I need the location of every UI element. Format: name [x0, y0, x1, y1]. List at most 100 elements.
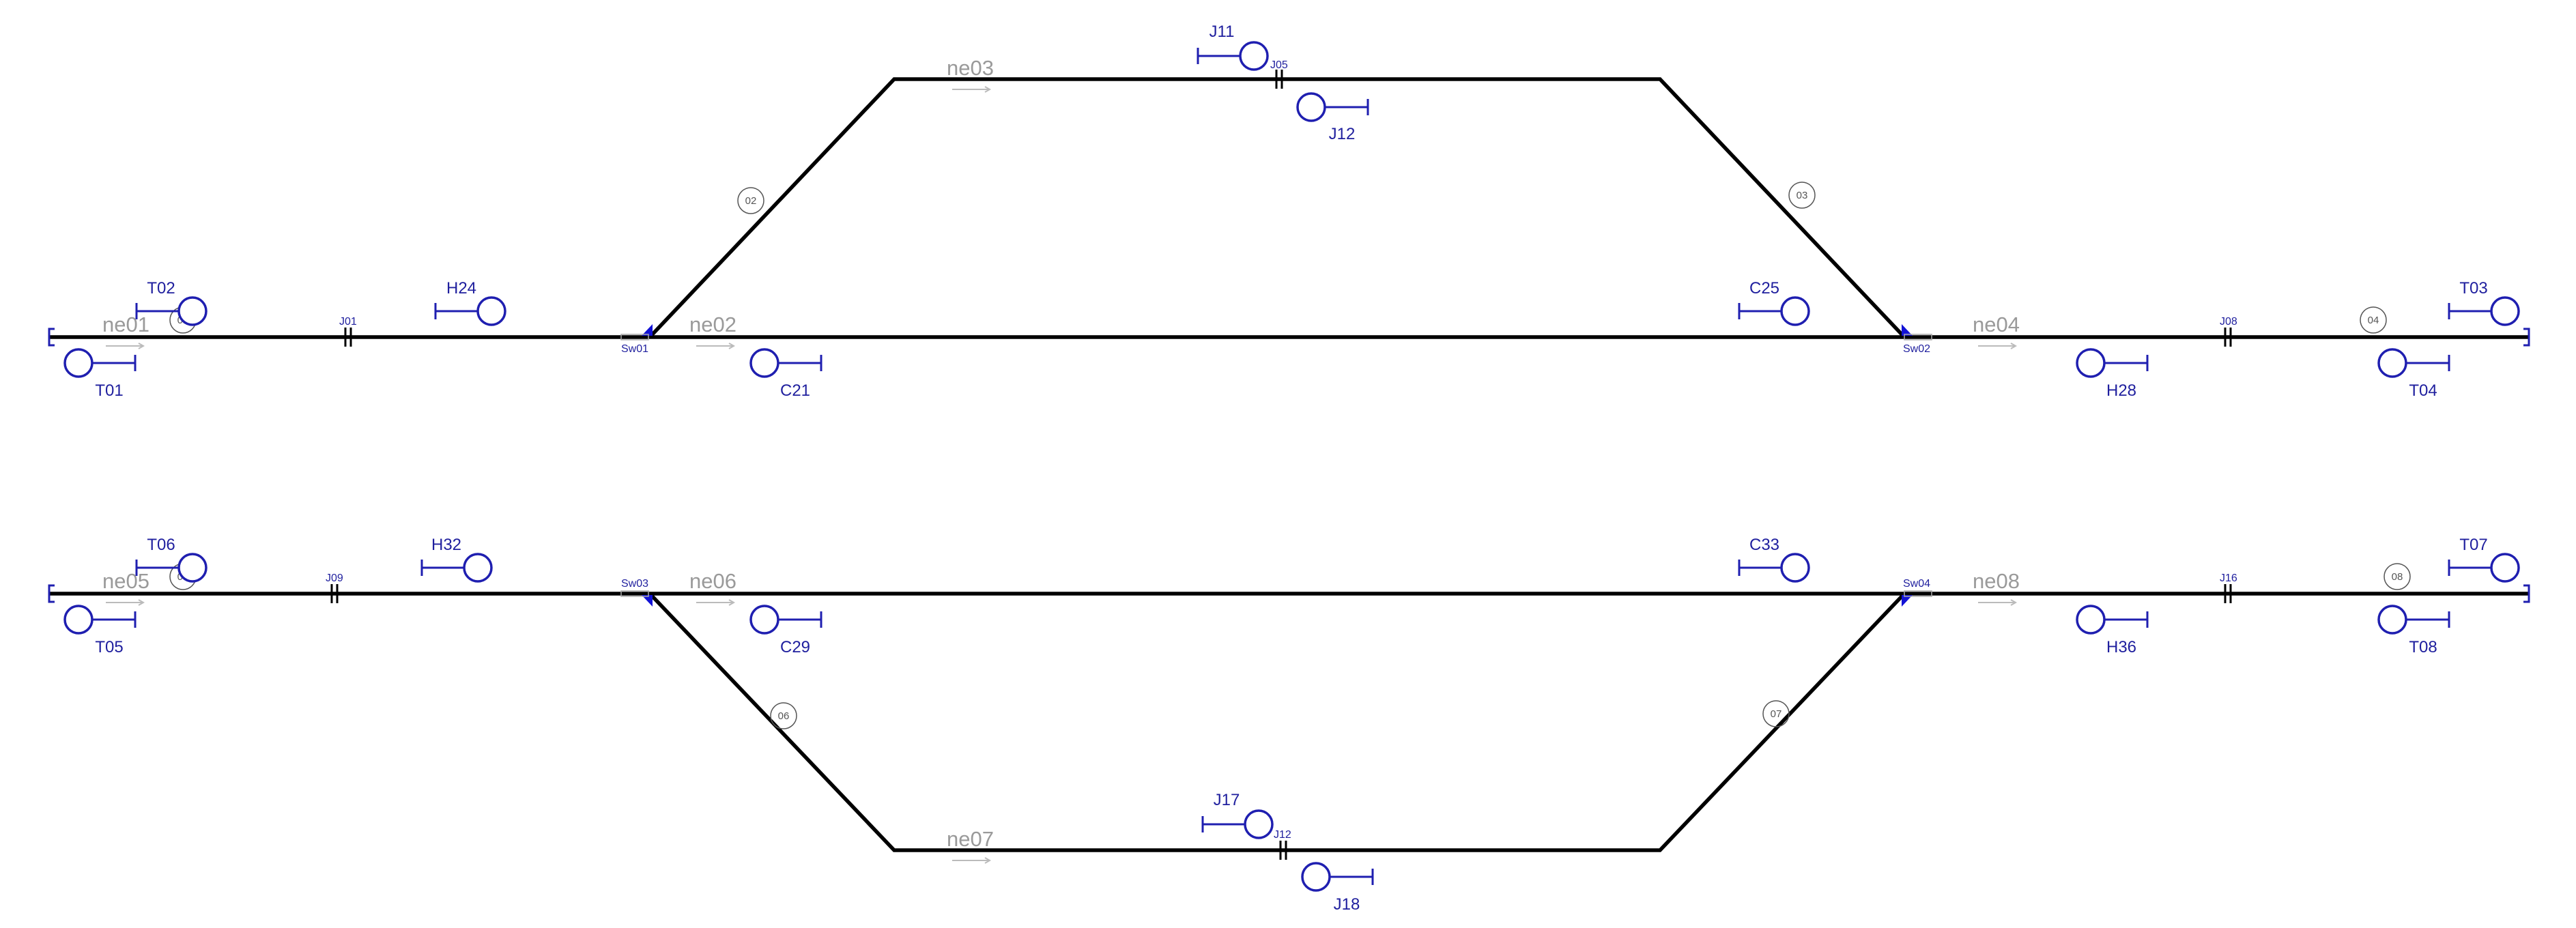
signal-label-t07: T07	[2459, 536, 2487, 554]
joint-marker-j12	[1279, 841, 1287, 860]
segment-label-ne07: ne07	[947, 827, 994, 851]
signal-j18[interactable]	[1301, 862, 1374, 892]
direction-arrow-ne04	[1978, 343, 2018, 349]
segment-label-ne02: ne02	[689, 313, 736, 336]
signal-label-c33: C33	[1749, 536, 1779, 554]
circle-number-08: 08	[2384, 563, 2411, 590]
joint-label-j05: J05	[1270, 59, 1288, 71]
top-layout: ne01 ne02 ne03 ne04 Sw01 Sw02 J01 J05 J0…	[48, 23, 2530, 400]
direction-arrow-ne08	[1978, 599, 2018, 606]
signal-t08[interactable]	[2377, 605, 2450, 635]
signal-h24[interactable]	[434, 296, 506, 326]
joint-marker-j01	[344, 328, 352, 347]
circle-number-02: 02	[737, 187, 764, 214]
signal-c33[interactable]	[1738, 553, 1810, 583]
joint-label-j01: J01	[339, 316, 357, 328]
segment-label-ne03: ne03	[947, 56, 994, 80]
switch-label-sw02: Sw02	[1903, 343, 1930, 355]
direction-arrow-ne06	[696, 599, 736, 606]
signal-c25[interactable]	[1738, 296, 1810, 326]
switch-box-sw04	[1904, 590, 1932, 597]
direction-arrow-ne01	[106, 343, 145, 349]
switch-marker-sw02[interactable]	[1902, 324, 1913, 336]
signal-label-h24: H24	[446, 279, 476, 298]
bottom-layout: ne05 ne06 ne07 ne08 Sw03 Sw04 J09 J12 J1…	[48, 536, 2530, 914]
signal-t05[interactable]	[63, 605, 137, 635]
signal-label-t01: T01	[95, 381, 123, 400]
joint-label-j12: J12	[1274, 829, 1291, 841]
direction-arrow-ne03	[952, 86, 992, 93]
signal-label-t05: T05	[95, 638, 123, 656]
track-loop-bottom	[648, 592, 1906, 852]
buffer-stop-right-bottom	[2523, 584, 2530, 603]
svg-text:08: 08	[2392, 571, 2403, 583]
svg-text:07: 07	[1771, 708, 1782, 720]
signal-t07[interactable]	[2448, 553, 2520, 583]
signal-label-t02: T02	[147, 279, 175, 298]
buffer-stop-left-bottom	[48, 584, 55, 603]
switch-box-sw02	[1904, 334, 1932, 340]
buffer-stop-right-top	[2523, 328, 2530, 347]
joint-label-j16: J16	[2220, 572, 2237, 584]
svg-text:02: 02	[745, 195, 757, 207]
signal-c21[interactable]	[749, 348, 822, 378]
signal-j17[interactable]	[1201, 809, 1274, 839]
signal-label-c21: C21	[780, 381, 810, 400]
switch-box-sw03	[620, 590, 649, 597]
segment-label-ne01: ne01	[102, 313, 149, 336]
circle-number-03: 03	[1788, 182, 1816, 209]
circle-number-04: 04	[2360, 306, 2387, 334]
signal-h28[interactable]	[2076, 348, 2149, 378]
direction-arrow-ne07	[952, 857, 992, 864]
switch-label-sw04: Sw04	[1903, 578, 1930, 590]
joint-label-j09: J09	[326, 572, 343, 584]
svg-text:04: 04	[2368, 315, 2379, 326]
signal-t01[interactable]	[63, 348, 137, 378]
signal-label-c29: C29	[780, 638, 810, 656]
segment-label-ne08: ne08	[1973, 569, 2020, 593]
signal-label-c25: C25	[1749, 279, 1779, 298]
signal-j11[interactable]	[1197, 41, 1269, 71]
joint-marker-j16	[2224, 584, 2232, 603]
switch-marker-sw03[interactable]	[642, 595, 653, 607]
segment-label-ne04: ne04	[1973, 313, 2020, 336]
switch-box-sw01	[620, 334, 649, 340]
signal-label-h32: H32	[431, 536, 461, 554]
segment-label-ne06: ne06	[689, 569, 736, 593]
signal-t02[interactable]	[135, 296, 207, 326]
joint-marker-j05	[1275, 70, 1283, 89]
joint-marker-j08	[2224, 328, 2232, 347]
signal-label-t04: T04	[2409, 381, 2437, 400]
circle-number-07: 07	[1762, 700, 1790, 727]
signal-label-j17: J17	[1214, 791, 1240, 809]
signal-label-t08: T08	[2409, 638, 2437, 656]
track-loop-top	[648, 77, 1906, 338]
switch-marker-sw04[interactable]	[1902, 595, 1913, 607]
signal-label-j18: J18	[1334, 895, 1360, 914]
circle-number-06: 06	[770, 702, 797, 729]
signal-t03[interactable]	[2448, 296, 2520, 326]
signal-h32[interactable]	[420, 553, 493, 583]
signal-label-j12: J12	[1329, 125, 1356, 143]
joint-label-j08: J08	[2220, 316, 2237, 328]
direction-arrow-ne02	[696, 343, 736, 349]
signal-j12-top[interactable]	[1296, 92, 1369, 122]
signal-c29[interactable]	[749, 605, 822, 635]
signal-h36[interactable]	[2076, 605, 2149, 635]
buffer-stop-left-top	[48, 328, 55, 347]
direction-arrow-ne05	[106, 599, 145, 606]
switch-marker-sw01[interactable]	[642, 324, 653, 336]
joint-marker-j09	[330, 584, 339, 603]
svg-text:06: 06	[778, 710, 790, 722]
signal-label-t03: T03	[2459, 279, 2487, 298]
segment-label-ne05: ne05	[102, 569, 149, 593]
signal-label-j11: J11	[1210, 23, 1235, 41]
signal-label-h36: H36	[2106, 638, 2136, 656]
signal-label-h28: H28	[2106, 381, 2136, 400]
signal-t06[interactable]	[135, 553, 207, 583]
signal-t04[interactable]	[2377, 348, 2450, 378]
svg-text:03: 03	[1797, 190, 1808, 201]
switch-label-sw03: Sw03	[621, 578, 648, 590]
switch-label-sw01: Sw01	[621, 343, 648, 355]
